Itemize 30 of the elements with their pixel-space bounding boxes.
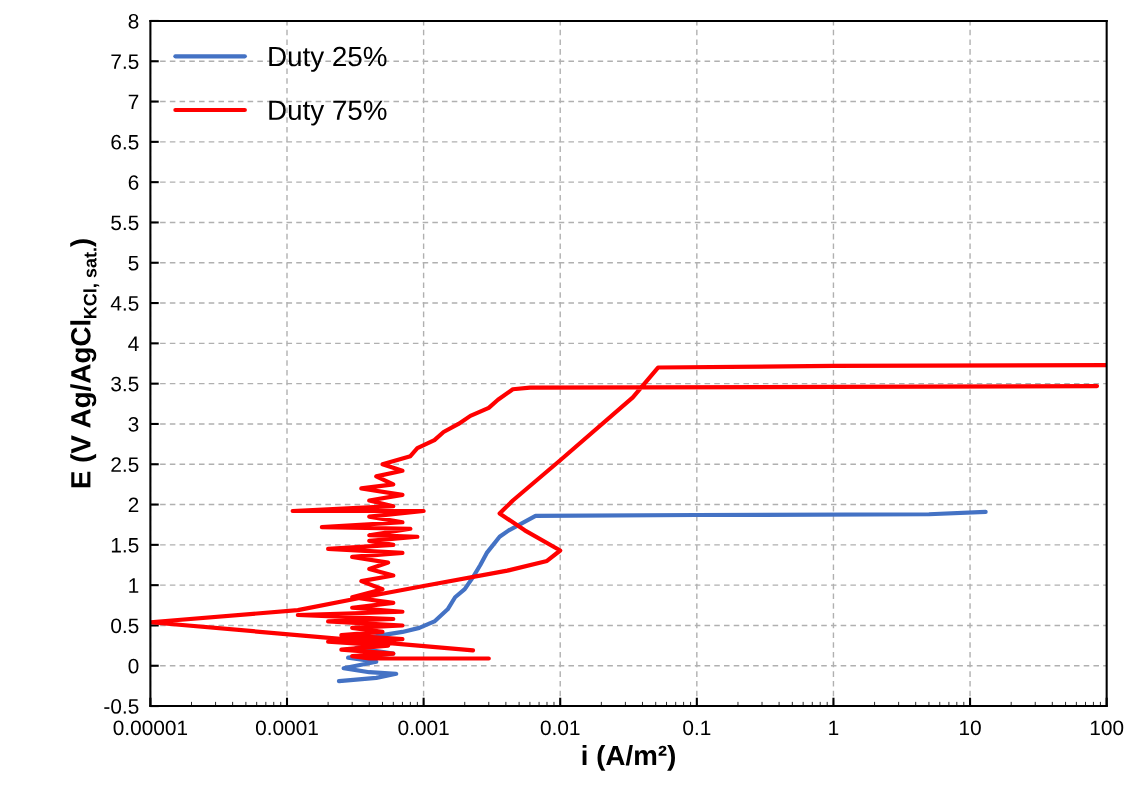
- x-tick-label: 0.001: [398, 720, 449, 736]
- y-tick-label: 1: [129, 578, 139, 593]
- y-tick-label: 8: [128, 13, 139, 29]
- y-axis-title: E (V Ag/AgClKCl, sat.): [70, 239, 100, 488]
- y-tick-label: 0: [128, 658, 139, 674]
- y-tick-label: 3.5: [111, 376, 139, 392]
- x-tick-label: 0.01: [540, 720, 580, 736]
- x-tick-label: 1: [829, 720, 839, 736]
- x-tick-label: 100: [1090, 720, 1124, 736]
- y-tick-label: 6: [128, 175, 139, 190]
- y-tick-label: 7: [128, 94, 139, 110]
- y-tick-label: 4.5: [110, 296, 139, 311]
- x-tick-label: 0.0001: [255, 720, 318, 736]
- y-tick-label: 5: [128, 255, 139, 271]
- y-tick-label: 0.5: [111, 618, 139, 634]
- y-tick-label: -0.5: [104, 699, 139, 714]
- y-tick-label: 1.5: [111, 538, 139, 553]
- legend-label: Duty 25%: [269, 46, 387, 72]
- y-tick-label: 6.5: [111, 134, 139, 150]
- y-tick-label: 2: [128, 497, 139, 513]
- x-tick-label: 0.1: [683, 720, 711, 736]
- y-tick-label: 7.5: [111, 54, 139, 70]
- y-tick-label: 5.5: [111, 215, 139, 231]
- y-tick-label: 3: [128, 416, 139, 432]
- x-tick-label: 10: [960, 720, 981, 736]
- y-tick-label: 4: [128, 336, 139, 351]
- x-axis-title: i (A/m²): [582, 744, 675, 771]
- x-tick-label: 0.00001: [113, 720, 188, 736]
- y-tick-label: 2.5: [111, 457, 139, 473]
- legend-label: Duty 75%: [269, 100, 387, 126]
